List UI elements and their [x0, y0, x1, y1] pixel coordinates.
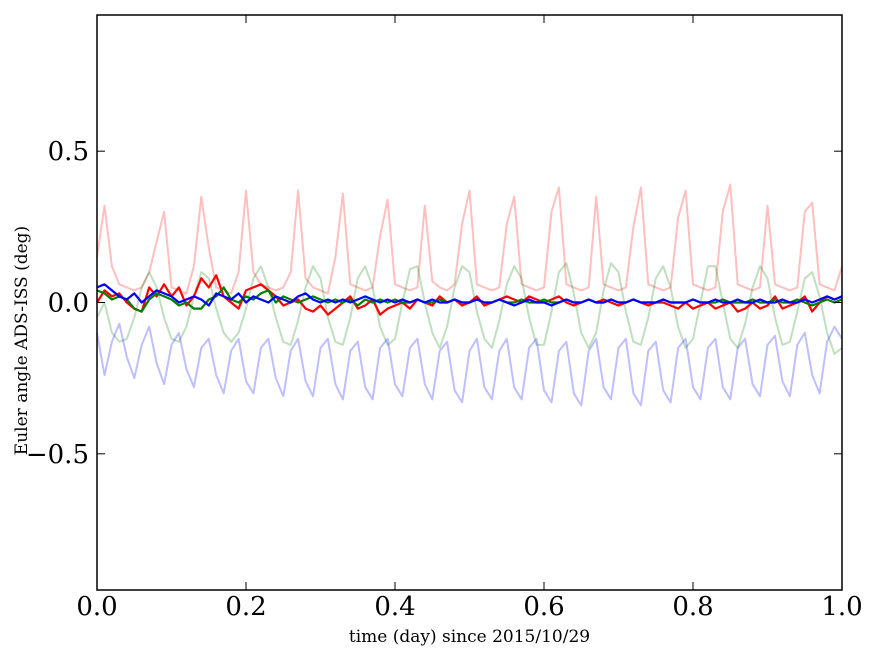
y-tick-label: −0.5	[26, 440, 89, 470]
y-tick-label: 0.0	[48, 289, 89, 319]
ticks-layer: 0.0 0.2 0.4 0.6 0.8 1.0 −0.5 0.0 0.5	[26, 15, 863, 622]
series-line-5	[96, 286, 843, 313]
x-tick-label: 0.0	[76, 592, 117, 622]
x-tick-label: 0.2	[225, 592, 266, 622]
series-line-2	[96, 262, 843, 355]
x-tick-label: 1.0	[821, 592, 862, 622]
x-tick-label: 0.6	[523, 592, 564, 622]
series-line-3	[96, 322, 843, 407]
x-tick-label: 0.8	[672, 592, 713, 622]
series-layer	[96, 183, 843, 407]
x-axis-label: time (day) since 2015/10/29	[349, 627, 590, 647]
y-tick-label: 0.5	[48, 137, 89, 167]
series-line-6	[96, 283, 843, 307]
y-axis-label: Euler angle ADS-ISS (deg)	[12, 226, 32, 455]
x-tick-label: 0.4	[374, 592, 415, 622]
